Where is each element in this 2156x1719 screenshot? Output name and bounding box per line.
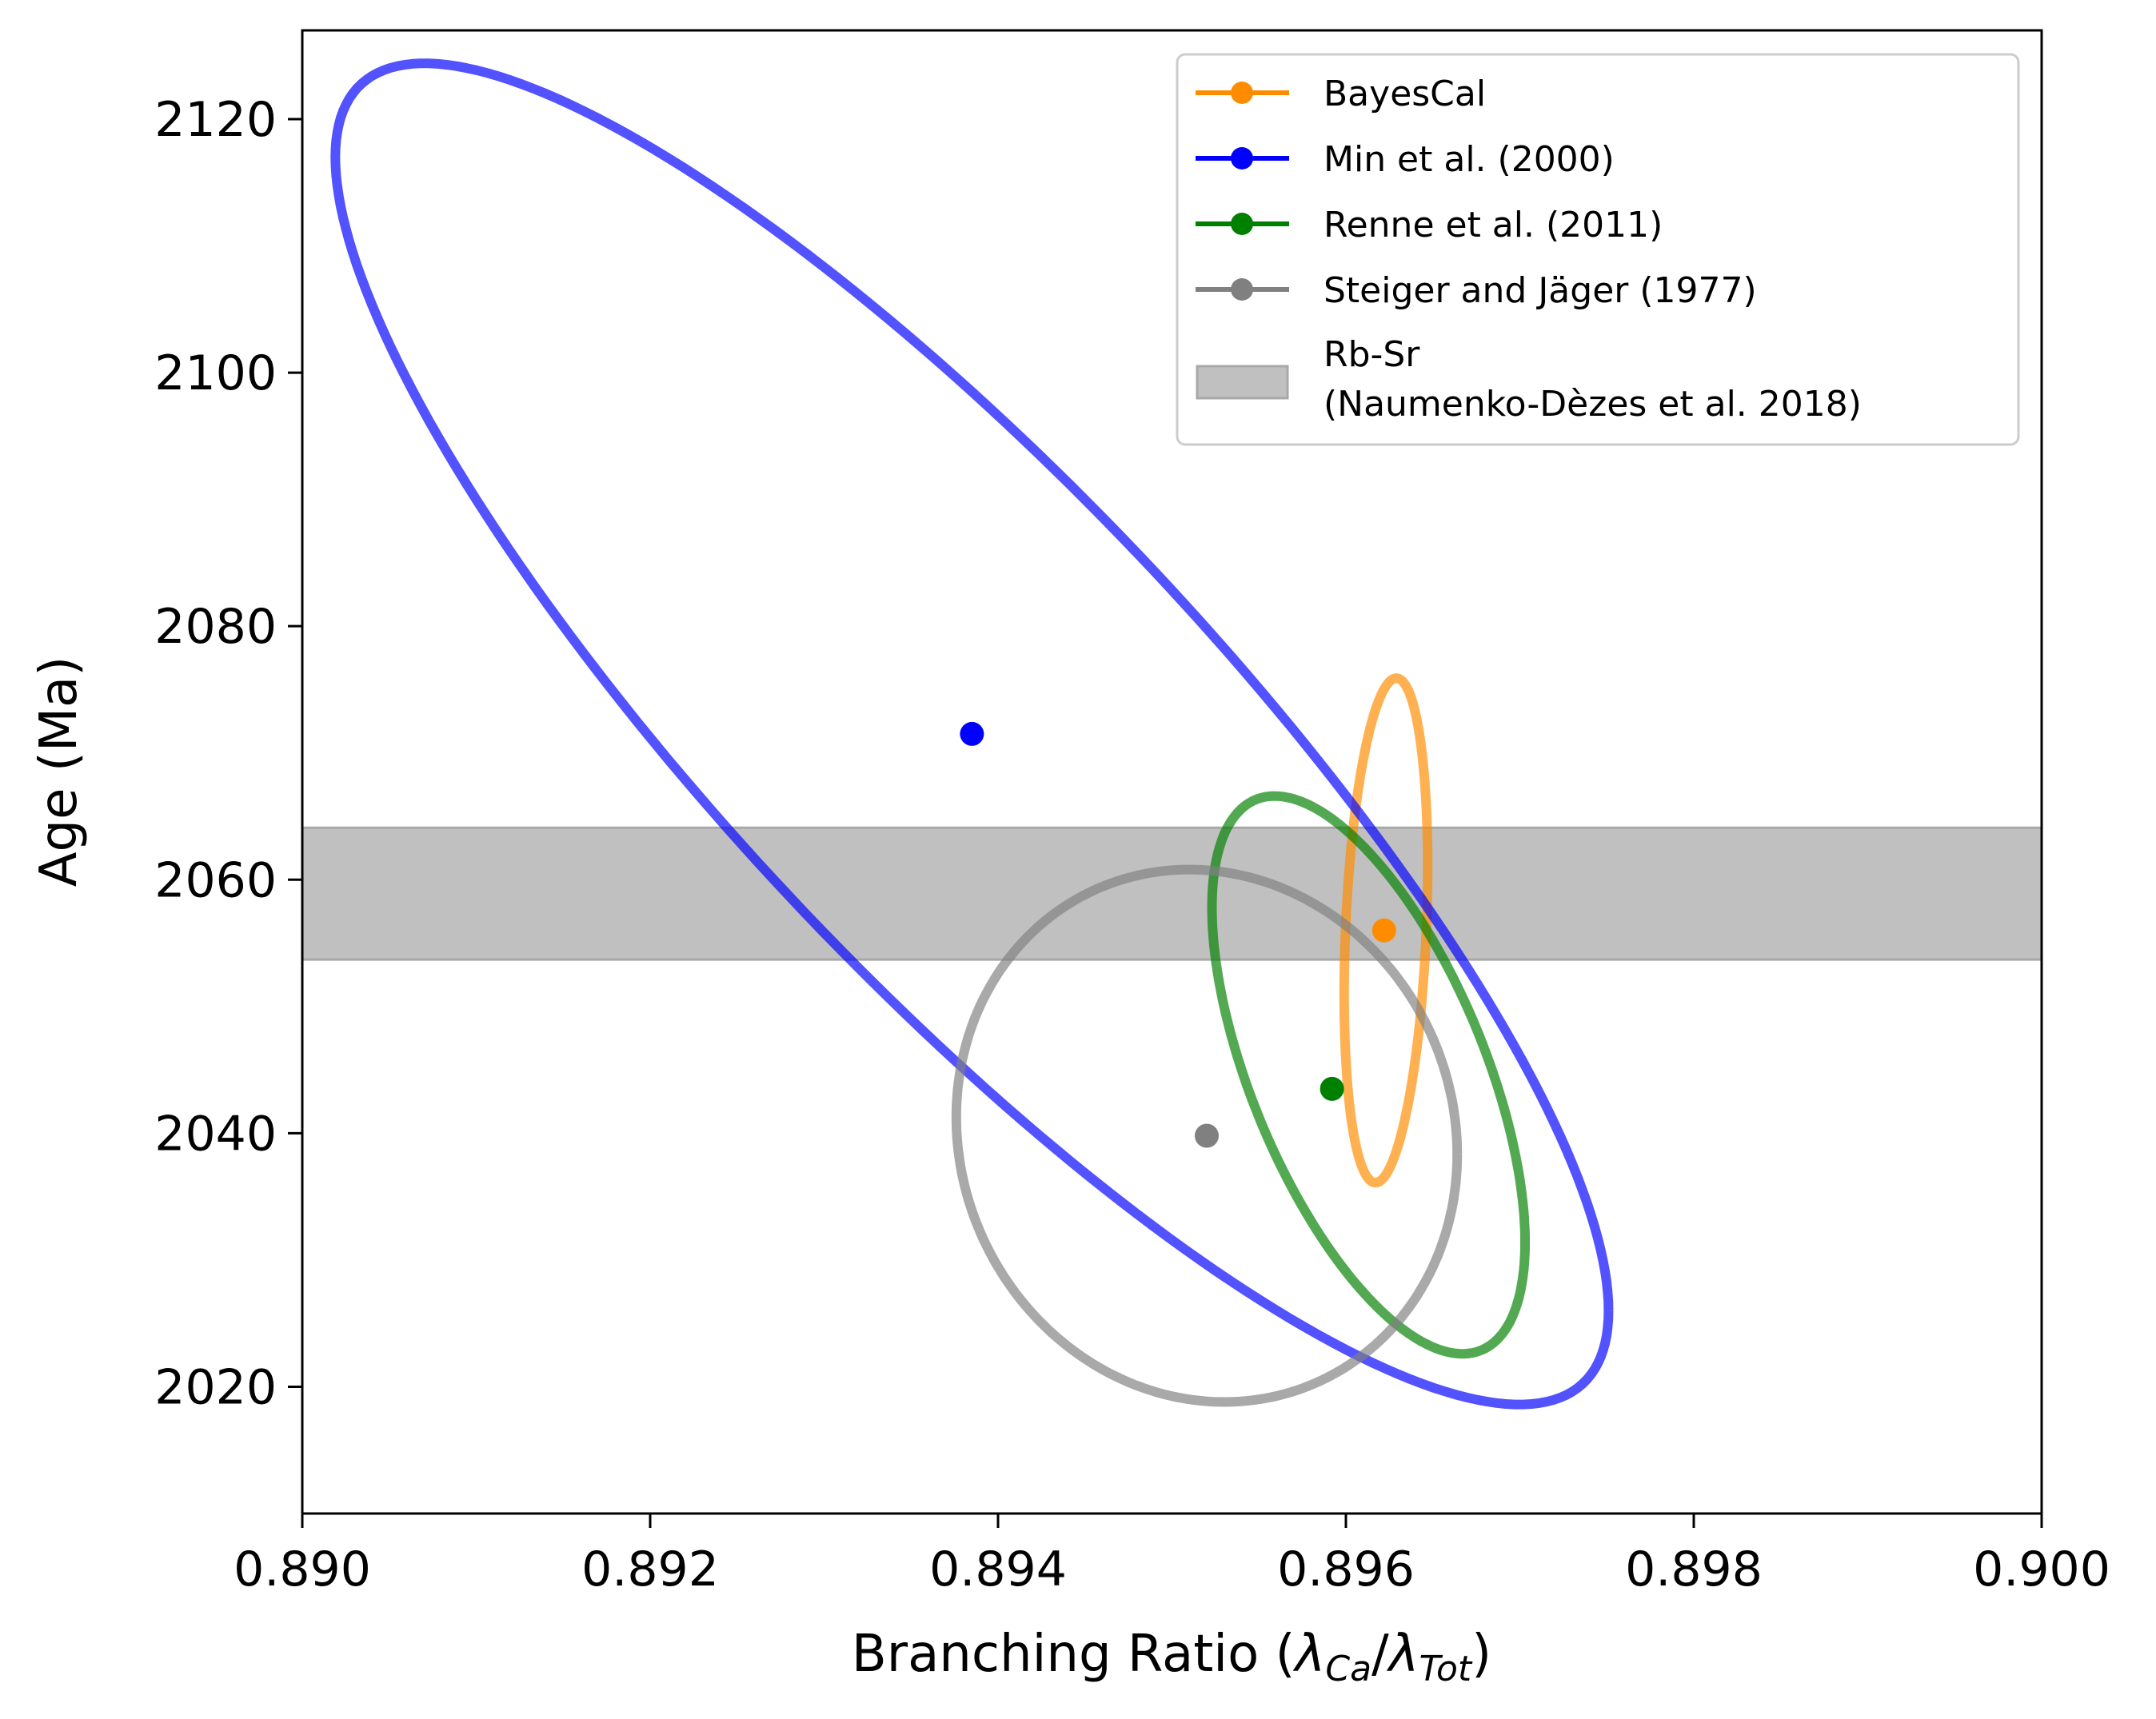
legend-label: (Naumenko-Dèzes et al. 2018) <box>1324 384 1862 425</box>
ellipse-1 <box>330 58 1614 1410</box>
x-tick-label: 0.894 <box>929 1542 1067 1597</box>
y-axis-label: Age (Ma) <box>30 656 89 887</box>
point-group <box>960 721 1396 1148</box>
legend-label: Steiger and Jäger (1977) <box>1324 270 1757 311</box>
x-tick-label: 0.890 <box>234 1542 371 1597</box>
y-tick-label: 2100 <box>154 345 277 401</box>
legend-marker <box>1231 82 1253 104</box>
point-3 <box>1195 1123 1219 1148</box>
point-0 <box>1371 918 1396 943</box>
y-tick-label: 2020 <box>154 1359 277 1415</box>
legend-band-swatch <box>1196 365 1289 400</box>
y-tick-label: 2080 <box>154 599 277 655</box>
plot-area <box>302 58 2042 1410</box>
legend-label: Rb-Sr <box>1324 334 1420 375</box>
x-tick-label: 0.898 <box>1625 1542 1763 1597</box>
rb-sr-band <box>302 826 2042 961</box>
ellipse-0 <box>1339 673 1433 1188</box>
axes-frame <box>301 29 2043 1515</box>
legend-label: Renne et al. (2011) <box>1324 205 1663 245</box>
y-tick-label: 2060 <box>154 852 277 908</box>
x-tick-label: 0.892 <box>581 1542 719 1597</box>
x-tick-label: 0.896 <box>1277 1542 1415 1597</box>
legend-marker <box>1231 147 1253 170</box>
point-2 <box>1320 1076 1344 1101</box>
point-1 <box>960 721 984 746</box>
legend-label: BayesCal <box>1324 74 1486 114</box>
legend-marker <box>1231 213 1253 235</box>
legend: BayesCal Min et al. (2000) Renne et al. (2… <box>1176 53 2020 446</box>
legend-marker <box>1231 278 1253 301</box>
ellipse-group <box>330 58 1614 1410</box>
legend-label: Min et al. (2000) <box>1324 139 1615 180</box>
x-axis-label: Branching Ratio (λCa/λTot) <box>852 1625 1491 1689</box>
y-axis: 2020 2040 2060 2080 2100 2120 <box>154 92 302 1415</box>
x-axis: 0.890 0.892 0.894 0.896 0.898 0.900 <box>234 1514 2110 1597</box>
y-tick-label: 2040 <box>154 1106 277 1162</box>
legend-frame <box>1176 53 2020 446</box>
x-tick-label: 0.900 <box>1973 1542 2110 1597</box>
y-tick-label: 2120 <box>154 92 277 148</box>
ellipse-2 <box>1207 791 1530 1359</box>
ellipse-3 <box>951 864 1463 1407</box>
